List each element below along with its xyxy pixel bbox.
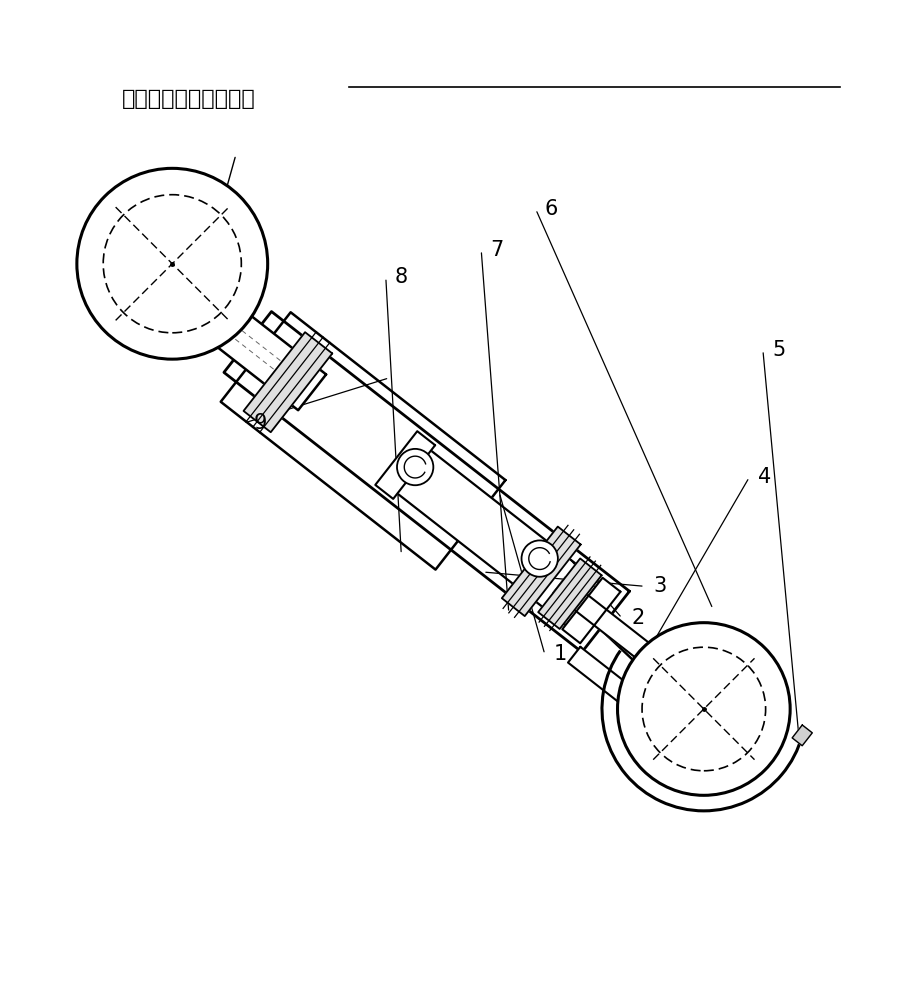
Polygon shape (122, 240, 177, 290)
Polygon shape (792, 725, 812, 746)
Text: 8: 8 (395, 267, 408, 287)
Polygon shape (155, 263, 326, 410)
Polygon shape (553, 577, 651, 660)
Circle shape (77, 168, 268, 359)
Text: 6: 6 (545, 199, 558, 219)
Text: 油缸缸头（连接小臂）: 油缸缸头（连接小臂） (122, 89, 256, 109)
Polygon shape (568, 647, 667, 730)
Text: 1: 1 (554, 644, 567, 664)
Polygon shape (562, 578, 621, 643)
Polygon shape (538, 558, 602, 629)
Polygon shape (381, 438, 615, 638)
Circle shape (617, 623, 790, 795)
Polygon shape (244, 332, 332, 432)
Circle shape (397, 449, 434, 485)
Text: 4: 4 (758, 467, 771, 487)
Text: 3: 3 (654, 576, 667, 596)
Text: 2: 2 (631, 608, 645, 628)
Polygon shape (502, 527, 580, 616)
Polygon shape (221, 312, 505, 570)
Text: 9: 9 (254, 413, 268, 433)
Text: 7: 7 (491, 240, 503, 260)
Polygon shape (224, 312, 629, 652)
Circle shape (522, 540, 558, 577)
Text: 5: 5 (772, 340, 785, 360)
Polygon shape (375, 431, 436, 499)
